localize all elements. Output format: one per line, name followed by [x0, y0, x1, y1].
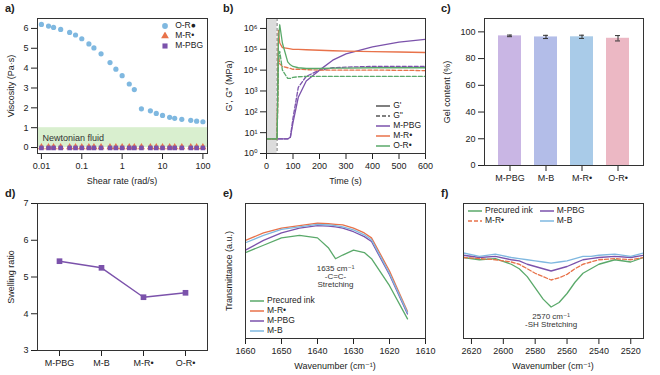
svg-text:5: 5 — [23, 43, 28, 53]
svg-text:600: 600 — [418, 161, 433, 171]
svg-text:M-PBG: M-PBG — [495, 173, 525, 183]
svg-text:2580: 2580 — [525, 346, 545, 356]
svg-text:3: 3 — [23, 345, 28, 355]
svg-text:1: 1 — [120, 161, 125, 171]
svg-text:5: 5 — [23, 272, 28, 282]
svg-text:O-R•: O-R• — [176, 358, 196, 368]
html-text:Shear rate (rad/s): Shear rate (rad/s) — [86, 176, 158, 186]
svg-text:400: 400 — [365, 161, 380, 171]
html-text:Swelling ratio: Swelling ratio — [6, 249, 16, 304]
svg-text:100: 100 — [195, 161, 210, 171]
html-text:M-PBG: M-PBG — [267, 315, 295, 325]
svg-text:7: 7 — [23, 198, 28, 208]
svg-text:Newtonian fluid: Newtonian fluid — [43, 132, 105, 142]
html-text:M-PBG: M-PBG — [556, 205, 585, 215]
svg-text:60: 60 — [465, 80, 475, 90]
html-text:G', G'' (MPa): G', G'' (MPa) — [224, 59, 234, 112]
html-text:Transmittance (a.u.): Transmittance (a.u.) — [224, 230, 234, 311]
svg-text:10⁶: 10⁶ — [244, 23, 258, 33]
html-text:Gel content (%): Gel content (%) — [442, 60, 452, 123]
svg-text:1: 1 — [23, 123, 28, 133]
svg-text:10²: 10² — [244, 107, 257, 117]
svg-text:40: 40 — [465, 107, 475, 117]
svg-text:M-PBG: M-PBG — [45, 358, 75, 368]
svg-text:2540: 2540 — [589, 346, 609, 356]
html-text:O-R●: O-R● — [175, 20, 196, 30]
svg-text:1635 cm⁻¹-C=C-Stretching: 1635 cm⁻¹-C=C-Stretching — [317, 264, 355, 289]
html-text:c): c) — [441, 2, 451, 14]
svg-text:0: 0 — [264, 161, 269, 171]
svg-text:1630: 1630 — [343, 346, 363, 356]
svg-text:2600: 2600 — [493, 346, 513, 356]
svg-text:1660: 1660 — [235, 346, 255, 356]
svg-text:M-R•: M-R• — [572, 173, 592, 183]
svg-text:0.1: 0.1 — [76, 161, 89, 171]
svg-text:1640: 1640 — [307, 346, 327, 356]
html-text:M-R•: M-R• — [485, 215, 504, 225]
html-text:G'': G'' — [393, 110, 403, 120]
html-text:G': G' — [393, 100, 402, 110]
svg-text:M-R•: M-R• — [133, 358, 153, 368]
svg-text:200: 200 — [312, 161, 327, 171]
svg-text:500: 500 — [391, 161, 406, 171]
html-text:f): f) — [441, 187, 449, 199]
html-text:M-B: M-B — [267, 325, 283, 335]
svg-text:1620: 1620 — [379, 346, 399, 356]
svg-text:1610: 1610 — [415, 346, 435, 356]
svg-text:O-R•: O-R• — [608, 173, 628, 183]
svg-text:2620: 2620 — [461, 346, 481, 356]
html-text:Precured ink: Precured ink — [485, 205, 533, 215]
svg-text:M-B: M-B — [538, 173, 555, 183]
svg-text:10⁵: 10⁵ — [244, 44, 258, 54]
html-text:Time (s): Time (s) — [329, 176, 362, 186]
html-text:Wavenumber (cm⁻¹): Wavenumber (cm⁻¹) — [512, 361, 594, 371]
html-text:a): a) — [5, 2, 15, 14]
svg-text:6: 6 — [23, 23, 28, 33]
svg-text:3: 3 — [23, 83, 28, 93]
html-text:Viscosity (Pa·s): Viscosity (Pa·s) — [6, 54, 16, 117]
svg-text:10: 10 — [158, 161, 168, 171]
html-text:b): b) — [223, 2, 234, 14]
html-text:O-R•: O-R• — [393, 140, 412, 150]
svg-text:80: 80 — [465, 53, 475, 63]
html-text:d): d) — [5, 187, 16, 199]
svg-text:1650: 1650 — [271, 346, 291, 356]
html-text:e): e) — [223, 187, 233, 199]
svg-text:0: 0 — [470, 160, 475, 170]
svg-text:4: 4 — [23, 309, 28, 319]
svg-text:0: 0 — [23, 142, 28, 152]
svg-text:100: 100 — [285, 161, 300, 171]
svg-text:10³: 10³ — [244, 86, 257, 96]
html-text:M-R•: M-R• — [267, 305, 286, 315]
html-text:M-PBG: M-PBG — [175, 40, 203, 50]
svg-text:2: 2 — [23, 103, 28, 113]
html-text:M-R•: M-R• — [393, 130, 413, 140]
html-text:M-R•: M-R• — [175, 30, 195, 40]
html-text:Wavenumber (cm⁻¹): Wavenumber (cm⁻¹) — [294, 361, 376, 371]
svg-text:10⁴: 10⁴ — [244, 65, 258, 75]
svg-text:10¹: 10¹ — [244, 128, 257, 138]
svg-text:2560: 2560 — [557, 346, 577, 356]
svg-text:2570 cm⁻¹-SH Stretching: 2570 cm⁻¹-SH Stretching — [525, 312, 577, 329]
svg-text:10⁰: 10⁰ — [244, 148, 258, 158]
html-text:M-PBG: M-PBG — [393, 120, 421, 130]
svg-text:0.01: 0.01 — [33, 161, 51, 171]
svg-text:4: 4 — [23, 63, 28, 73]
svg-text:2520: 2520 — [621, 346, 641, 356]
svg-text:100: 100 — [460, 27, 475, 37]
svg-text:6: 6 — [23, 235, 28, 245]
svg-text:20: 20 — [465, 134, 475, 144]
html-text:M-B: M-B — [556, 215, 573, 225]
svg-text:M-B: M-B — [93, 358, 110, 368]
html-text:Precured ink: Precured ink — [267, 295, 315, 305]
svg-text:300: 300 — [338, 161, 353, 171]
